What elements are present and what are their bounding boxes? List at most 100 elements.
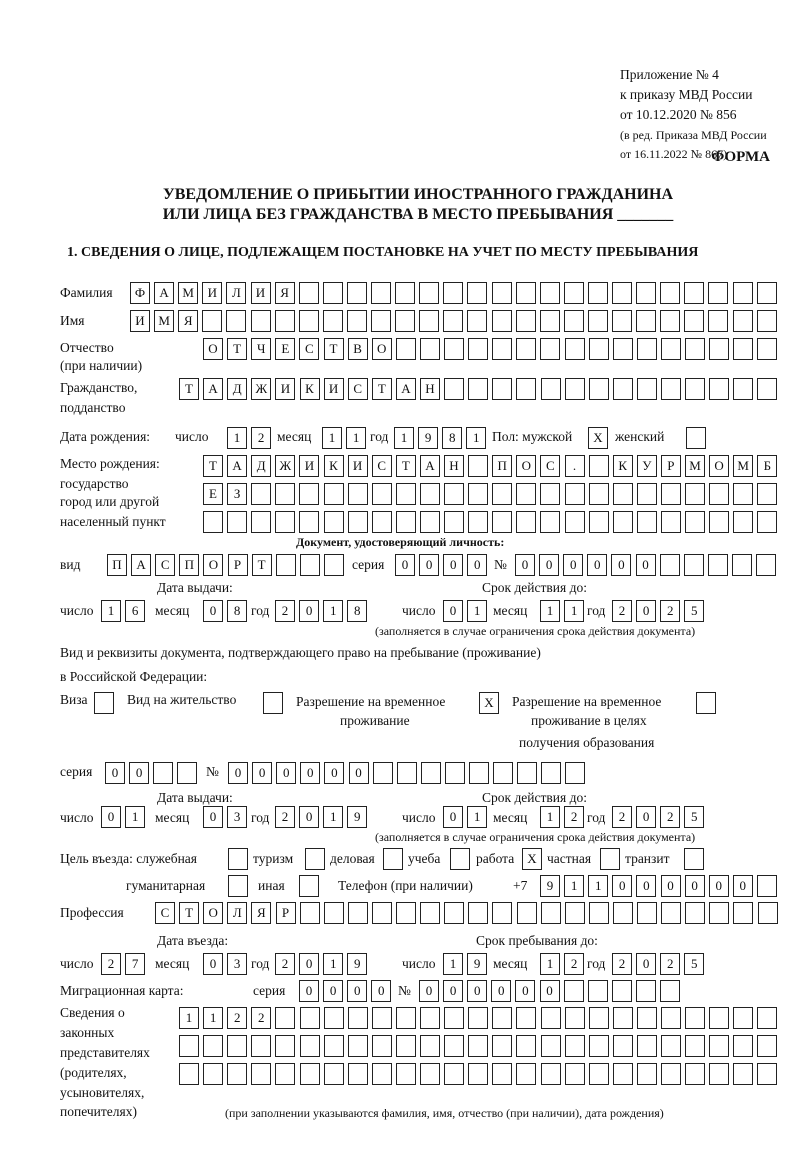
char-cell[interactable] — [299, 1007, 320, 1029]
char-cell[interactable]: 0 — [419, 554, 440, 576]
char-cell[interactable] — [226, 310, 247, 332]
char-cell[interactable]: 0 — [203, 600, 223, 622]
char-cell[interactable]: 1 — [564, 875, 585, 897]
char-cell[interactable]: Р — [275, 902, 296, 924]
char-cell[interactable]: П — [107, 554, 127, 576]
char-cell[interactable] — [660, 282, 681, 304]
char-cell[interactable]: 2 — [101, 953, 121, 975]
char-cell[interactable] — [709, 483, 730, 505]
char-cell[interactable]: 0 — [443, 554, 464, 576]
checkbox[interactable] — [94, 692, 114, 714]
char-cell[interactable]: 2 — [251, 427, 272, 449]
char-cell[interactable] — [685, 1007, 706, 1029]
char-cell[interactable] — [468, 483, 489, 505]
char-cell[interactable] — [395, 310, 416, 332]
char-cell[interactable] — [636, 1063, 657, 1085]
char-cell[interactable]: 2 — [251, 1007, 272, 1029]
char-cell[interactable]: 1 — [125, 806, 146, 828]
char-cell[interactable]: О — [516, 455, 537, 477]
char-cell[interactable]: Е — [275, 338, 296, 360]
char-cell[interactable]: 5 — [684, 600, 705, 622]
char-cell[interactable] — [492, 378, 513, 400]
char-cell[interactable] — [420, 1063, 440, 1085]
char-cell[interactable]: 0 — [228, 762, 248, 784]
char-cell[interactable] — [395, 1035, 416, 1057]
char-cell[interactable] — [684, 282, 705, 304]
char-cell[interactable]: Я — [178, 310, 199, 332]
char-cell[interactable]: 2 — [275, 806, 295, 828]
char-cell[interactable]: 8 — [227, 600, 248, 622]
char-cell[interactable]: 0 — [563, 554, 584, 576]
char-cell[interactable]: 5 — [684, 953, 705, 975]
char-cell[interactable] — [733, 902, 754, 924]
char-cell[interactable] — [709, 902, 730, 924]
char-cell[interactable] — [444, 378, 465, 400]
checkbox[interactable] — [383, 848, 403, 870]
char-cell[interactable]: Ж — [251, 378, 272, 400]
checkbox[interactable]: X — [588, 427, 608, 449]
char-cell[interactable] — [540, 378, 561, 400]
char-cell[interactable]: И — [202, 282, 223, 304]
char-cell[interactable] — [709, 338, 730, 360]
char-cell[interactable] — [756, 310, 777, 332]
char-cell[interactable] — [588, 1063, 609, 1085]
char-cell[interactable] — [468, 338, 489, 360]
char-cell[interactable] — [444, 762, 465, 784]
char-cell[interactable] — [612, 483, 633, 505]
char-cell[interactable] — [492, 483, 513, 505]
char-cell[interactable]: О — [203, 338, 223, 360]
char-cell[interactable] — [347, 1007, 368, 1029]
char-cell[interactable] — [756, 875, 777, 897]
char-cell[interactable] — [468, 1063, 489, 1085]
char-cell[interactable] — [323, 554, 344, 576]
char-cell[interactable] — [587, 310, 608, 332]
char-cell[interactable] — [153, 762, 174, 784]
char-cell[interactable]: И — [347, 455, 368, 477]
char-cell[interactable] — [347, 511, 368, 533]
char-cell[interactable] — [444, 1063, 465, 1085]
char-cell[interactable]: 0 — [203, 953, 223, 975]
char-cell[interactable]: Д — [251, 455, 272, 477]
char-cell[interactable]: . — [564, 455, 585, 477]
char-cell[interactable] — [516, 1063, 537, 1085]
char-cell[interactable] — [396, 902, 416, 924]
char-cell[interactable] — [515, 310, 536, 332]
char-cell[interactable] — [563, 980, 584, 1002]
char-cell[interactable]: О — [203, 554, 224, 576]
char-cell[interactable] — [419, 338, 440, 360]
char-cell[interactable] — [491, 310, 512, 332]
char-cell[interactable] — [469, 762, 489, 784]
char-cell[interactable] — [346, 282, 367, 304]
char-cell[interactable]: О — [709, 455, 730, 477]
char-cell[interactable] — [731, 554, 752, 576]
char-cell[interactable]: 1 — [443, 953, 463, 975]
char-cell[interactable]: А — [395, 378, 416, 400]
char-cell[interactable] — [395, 1063, 416, 1085]
char-cell[interactable]: 0 — [636, 875, 657, 897]
char-cell[interactable] — [612, 1007, 633, 1029]
char-cell[interactable] — [371, 511, 392, 533]
char-cell[interactable]: Т — [395, 455, 416, 477]
char-cell[interactable] — [323, 902, 344, 924]
char-cell[interactable]: 2 — [275, 600, 295, 622]
char-cell[interactable]: 7 — [125, 953, 146, 975]
char-cell[interactable]: 1 — [323, 806, 344, 828]
char-cell[interactable] — [491, 282, 512, 304]
char-cell[interactable]: С — [540, 455, 561, 477]
char-cell[interactable] — [347, 483, 368, 505]
char-cell[interactable] — [493, 762, 514, 784]
char-cell[interactable] — [468, 511, 489, 533]
char-cell[interactable]: 0 — [299, 953, 320, 975]
char-cell[interactable] — [539, 310, 560, 332]
char-cell[interactable] — [709, 1063, 730, 1085]
char-cell[interactable]: 1 — [227, 427, 247, 449]
char-cell[interactable] — [323, 1007, 344, 1029]
char-cell[interactable]: 1 — [564, 600, 585, 622]
char-cell[interactable]: М — [178, 282, 199, 304]
char-cell[interactable]: 0 — [101, 806, 121, 828]
char-cell[interactable] — [346, 310, 367, 332]
char-cell[interactable] — [637, 902, 657, 924]
char-cell[interactable]: Н — [444, 455, 464, 477]
char-cell[interactable] — [661, 378, 681, 400]
char-cell[interactable] — [468, 1035, 489, 1057]
